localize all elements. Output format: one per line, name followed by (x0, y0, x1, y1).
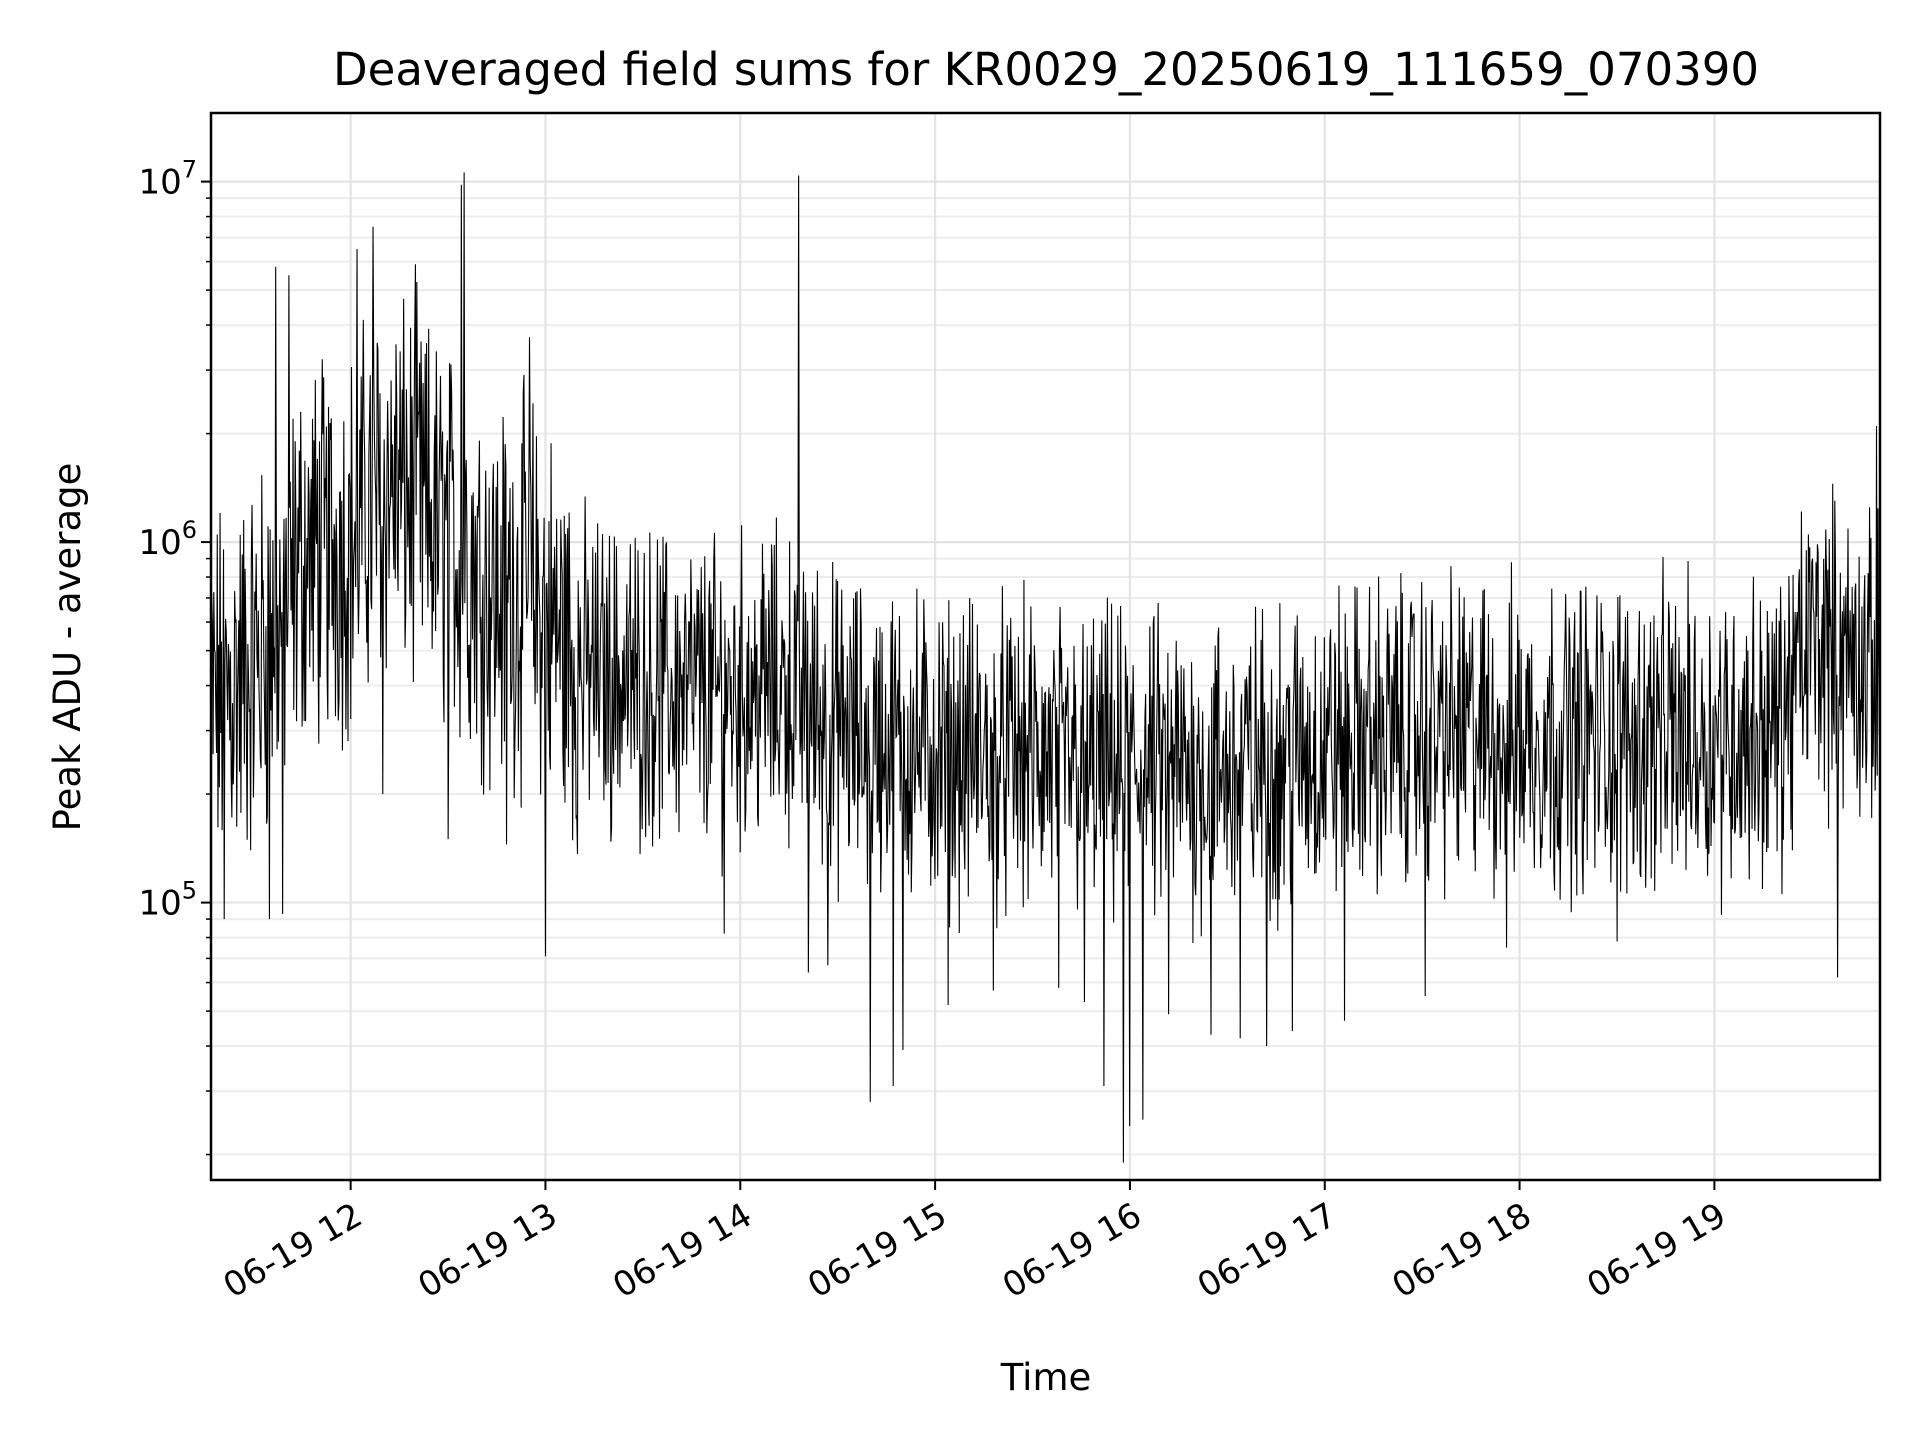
x-tick-label: 06-19 16 (996, 1195, 1148, 1306)
x-tick-label: 06-19 19 (1581, 1195, 1733, 1306)
y-axis-label: Peak ADU - average (46, 463, 89, 832)
y-tick-label: 105 (138, 877, 197, 924)
y-tick-label: 107 (138, 156, 197, 203)
y-tick-label: 106 (138, 516, 197, 563)
x-tick-label: 06-19 12 (217, 1195, 369, 1306)
x-tick-label: 06-19 15 (801, 1195, 953, 1306)
y-axis: 105 106 107 (138, 156, 211, 1156)
x-axis: 06-19 12 06-19 13 06-19 14 06-19 15 06-19 16… (217, 1180, 1733, 1306)
x-tick-label: 06-19 14 (606, 1195, 758, 1306)
plot-frame (209, 111, 1882, 1182)
series-line (210, 172, 1881, 1163)
x-axis-label: Time (1000, 1356, 1092, 1399)
x-tick-label: 06-19 18 (1386, 1195, 1538, 1306)
x-tick-label: 06-19 17 (1191, 1195, 1343, 1306)
chart-title: Deaveraged field sums for KR0029_2025061… (333, 43, 1759, 96)
x-tick-label: 06-19 13 (412, 1195, 564, 1306)
data-series (210, 172, 1881, 1163)
